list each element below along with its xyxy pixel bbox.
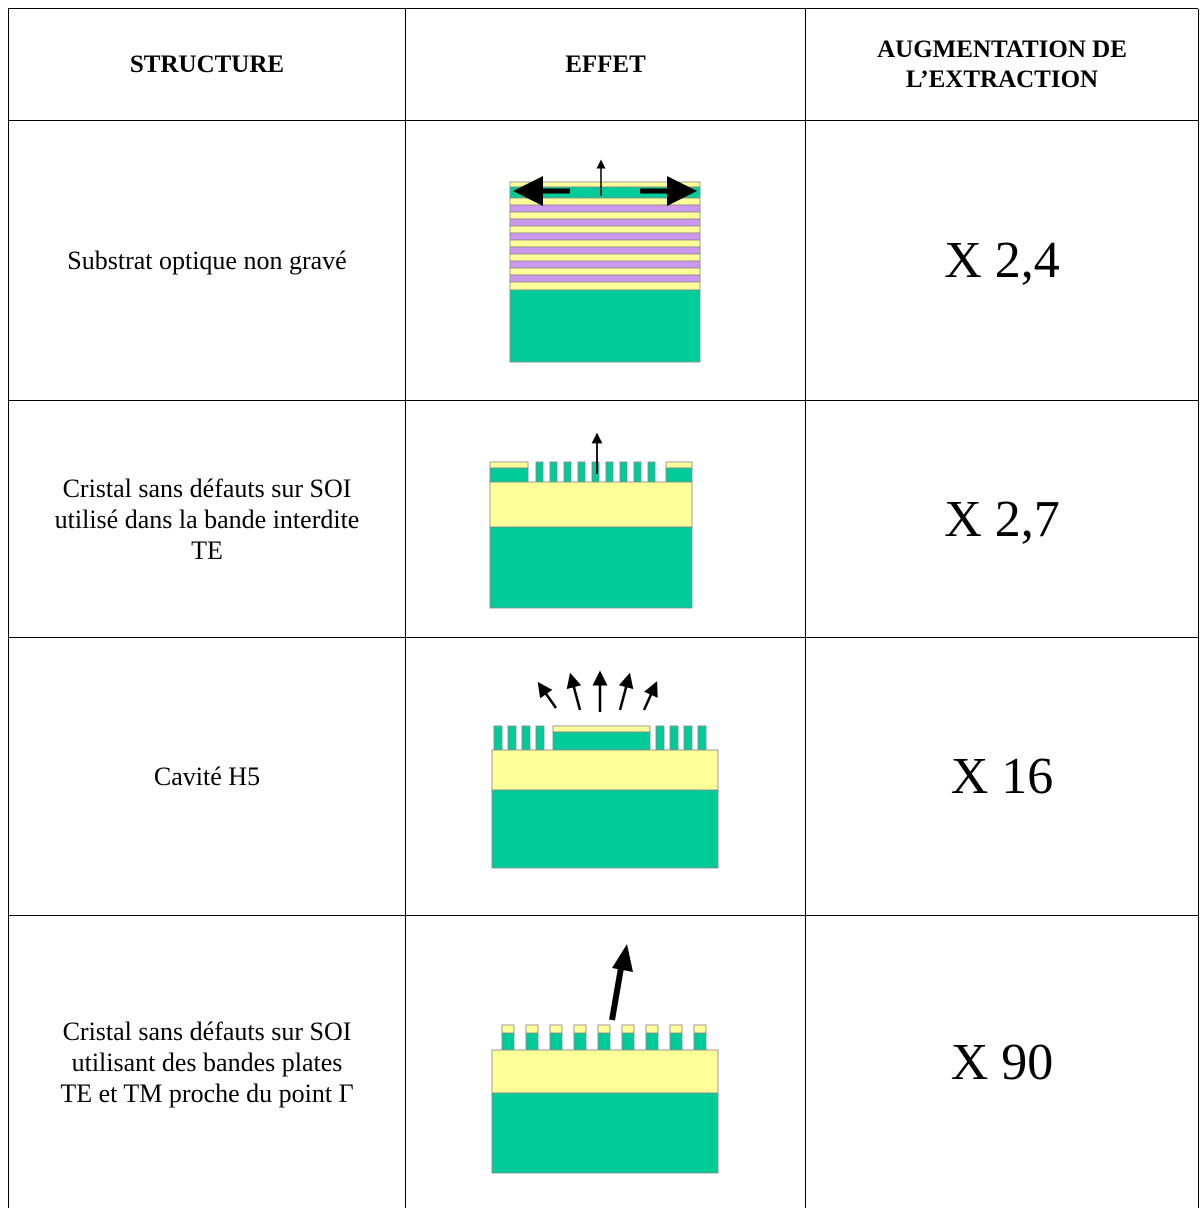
header-cell: STRUCTURE (9, 9, 406, 121)
structure-line: TE (191, 535, 223, 565)
structure-line: utilisant des bandes plates (71, 1047, 343, 1077)
structure-line: utilisé dans la bande interdite (54, 504, 360, 534)
extraction-cell: X 2,7 (806, 401, 1199, 638)
structure-line: TE et TM proche du point Γ (60, 1078, 354, 1108)
extraction-cell: X 90 (806, 916, 1199, 1208)
effect-cell (406, 401, 806, 638)
structure-cell: Cristal sans défauts sur SOI utilisé dans… (9, 401, 406, 638)
effect-cell (406, 916, 806, 1208)
extraction-cell: X 2,4 (806, 121, 1199, 401)
table: STRUCTURE EFFET AUGMENTATION DE L’EXTRACTI… (8, 8, 1199, 1208)
effect-cell (406, 121, 806, 401)
effect-cell (406, 638, 806, 916)
structure-cell: Substrat optique non gravé (9, 121, 406, 401)
structure-line: Cavité H5 (153, 762, 261, 791)
structure-cell: Cavité H5 (9, 638, 406, 916)
structure-line: Cristal sans défauts sur SOI (62, 473, 352, 503)
structure-line: Substrat optique non gravé (67, 246, 347, 275)
header-cell: EFFET (406, 9, 806, 121)
structure-cell: Cristal sans défauts sur SOI utilisant de… (9, 916, 406, 1208)
extraction-cell: X 16 (806, 638, 1199, 916)
header-cell: AUGMENTATION DE L’EXTRACTION (806, 9, 1199, 121)
structure-line: Cristal sans défauts sur SOI (62, 1016, 352, 1046)
